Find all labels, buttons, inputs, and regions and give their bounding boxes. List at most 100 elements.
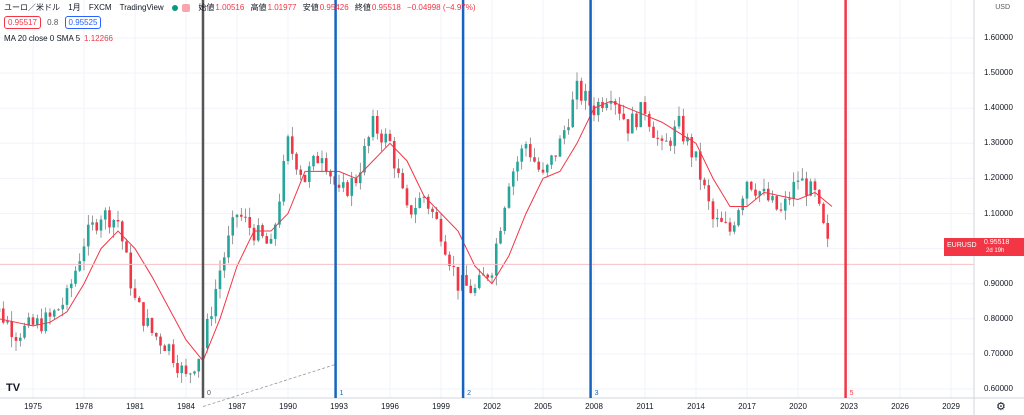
candle — [397, 168, 400, 174]
high-label: 高値 — [250, 3, 267, 12]
open-label: 始値 — [198, 3, 215, 12]
flag-icon — [182, 3, 191, 12]
candle — [439, 218, 443, 242]
candle — [184, 365, 188, 374]
y-tick-label: 1.50000 — [984, 68, 1013, 78]
y-tick-label: 0.80000 — [984, 313, 1013, 323]
candle — [703, 179, 706, 186]
candle — [375, 116, 379, 134]
candle — [282, 161, 286, 202]
vertical-line-label: 5 — [849, 390, 854, 397]
candle — [533, 157, 536, 162]
candle — [409, 205, 413, 215]
candle — [426, 196, 430, 209]
candle — [269, 238, 273, 244]
candle — [316, 155, 320, 164]
candle — [550, 155, 553, 165]
candle — [307, 166, 311, 182]
candle — [805, 178, 808, 196]
x-tick-label: 1990 — [279, 402, 297, 411]
candle — [537, 161, 541, 170]
candle — [163, 345, 167, 352]
candle — [711, 201, 715, 220]
buy-price-button[interactable]: 0.95525 — [64, 16, 102, 29]
y-tick-label: 0.70000 — [984, 348, 1013, 358]
vertical-line-label: 1 — [339, 390, 344, 397]
candle — [312, 155, 315, 167]
candle — [286, 136, 290, 162]
candle — [558, 138, 562, 157]
indicator-value: 1.12266 — [84, 34, 113, 43]
candle — [728, 222, 732, 232]
candle — [567, 127, 570, 131]
candle — [469, 285, 473, 293]
candle — [320, 158, 324, 164]
candle — [473, 287, 477, 293]
x-tick-label: 2008 — [585, 402, 603, 411]
candle — [210, 316, 213, 320]
y-tick-label: 0.90000 — [984, 278, 1013, 288]
open-value: 1.00516 — [215, 3, 245, 12]
candle — [545, 164, 549, 173]
candle — [265, 236, 269, 244]
candle — [507, 186, 511, 208]
candle — [622, 113, 626, 120]
candle — [235, 214, 239, 218]
candle — [647, 113, 651, 127]
candle — [626, 119, 630, 134]
candle — [745, 181, 749, 199]
candle — [248, 216, 252, 228]
indicator-legend[interactable]: MA 20 close 0 SMA 5 1.12266 — [4, 34, 113, 43]
x-tick-label: 1999 — [432, 402, 450, 411]
candle — [388, 133, 392, 141]
candle — [188, 373, 192, 375]
candle — [176, 363, 179, 374]
candle — [10, 321, 14, 338]
candle — [31, 317, 35, 325]
candle — [822, 203, 825, 223]
x-tick-label: 1987 — [228, 402, 246, 411]
candle — [562, 130, 566, 139]
candle — [120, 221, 124, 242]
candle — [159, 336, 162, 346]
x-tick-label: 2011 — [636, 402, 654, 411]
candle — [494, 243, 498, 276]
tradingview-logo[interactable]: TV — [6, 382, 21, 394]
candle — [618, 104, 621, 114]
candle — [150, 317, 154, 333]
chart-header: ユーロ／米ドル 1月 FXCM TradingView 始値1.00516 高値… — [4, 2, 480, 13]
candle — [737, 210, 740, 226]
interval[interactable]: 1月 — [68, 3, 81, 12]
candle — [596, 101, 600, 116]
candle — [524, 144, 528, 149]
gear-icon[interactable]: ⚙ — [996, 401, 1006, 413]
candle — [367, 137, 371, 146]
currency-label[interactable]: USD — [995, 4, 1010, 11]
candle — [171, 344, 175, 364]
current-price-tag: EURUSD 0.95518 2d 19h — [944, 238, 1024, 256]
x-tick-label: 2026 — [891, 402, 909, 411]
candle — [44, 312, 48, 332]
candle — [652, 126, 655, 138]
candle — [23, 325, 26, 338]
candle — [18, 337, 22, 341]
candle — [720, 217, 723, 222]
candle — [14, 337, 18, 341]
x-tick-label: 1993 — [330, 402, 348, 411]
candle — [363, 145, 366, 173]
symbol-title[interactable]: ユーロ／米ドル — [4, 3, 60, 12]
candle — [503, 207, 507, 231]
sell-price-button[interactable]: 0.95517 — [4, 16, 41, 29]
candle — [125, 241, 128, 253]
candle — [511, 171, 515, 187]
candle — [197, 358, 201, 372]
candle — [783, 198, 787, 211]
candle — [435, 212, 439, 219]
candle — [775, 196, 779, 210]
x-tick-label: 1978 — [75, 402, 93, 411]
candle — [358, 172, 362, 184]
x-tick-label: 1984 — [177, 402, 195, 411]
candle — [154, 332, 158, 337]
